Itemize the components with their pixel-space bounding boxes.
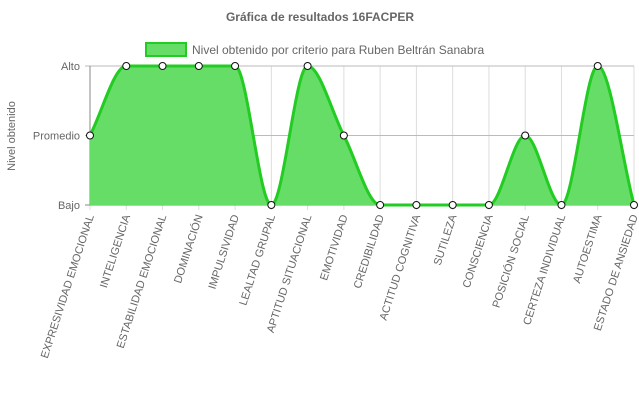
x-tick-label: IMPULSIVIDAD (207, 213, 242, 291)
data-point[interactable] (86, 131, 94, 140)
x-tick-label: AUTOESTIMA (571, 213, 605, 285)
x-tick-label: SUTILEZA (432, 213, 460, 267)
data-point[interactable] (484, 201, 493, 209)
x-tick-label: LEALTAD GRUPAL (237, 213, 278, 307)
data-point[interactable] (521, 131, 530, 140)
x-tick-label: ACTITUD COGNITIVA (378, 213, 424, 322)
data-point[interactable] (122, 62, 131, 70)
x-tick-label: POSICIÓN SOCIAL (490, 213, 532, 309)
y-tick-label: Promedio (33, 131, 80, 143)
data-point[interactable] (630, 201, 638, 209)
legend[interactable]: Nivel obtenido por criterio para Ruben B… (145, 42, 484, 57)
x-axis-ticks: EXPRESIVIDAD EMOCIONAL INTELIGENCIAESTABI… (39, 213, 639, 360)
data-point[interactable] (158, 62, 167, 70)
y-axis-title: Nivel obtenido (6, 101, 18, 171)
data-point[interactable] (303, 62, 312, 70)
y-tick-label: Alto (61, 61, 80, 73)
data-point[interactable] (267, 201, 276, 209)
x-tick-label: CREDIBILIDAD (352, 213, 387, 290)
data-point[interactable] (448, 201, 457, 209)
chart-title: Gráfica de resultados 16FACPER (226, 10, 414, 24)
data-point[interactable] (412, 201, 421, 209)
x-tick-label: EMOTIVIDAD (318, 213, 351, 282)
y-axis-ticks: Bajo Promedio Alto (33, 61, 80, 212)
x-tick-label: CONSCIENCIA (461, 213, 496, 290)
y-tick-label: Bajo (58, 200, 80, 212)
legend-label: Nivel obtenido por criterio para Ruben B… (192, 43, 484, 57)
data-point[interactable] (376, 201, 385, 209)
data-point[interactable] (231, 62, 240, 70)
series-points (86, 62, 638, 209)
x-tick-label: INTELIGENCIA (98, 213, 133, 290)
x-tick-label: CERTEZA INDIVIDUAL (521, 213, 568, 326)
data-point[interactable] (557, 201, 566, 209)
data-point[interactable] (194, 62, 203, 70)
series-area-fill (90, 66, 634, 205)
legend-swatch (145, 42, 187, 57)
x-tick-label: DOMINACIÓN (171, 213, 205, 285)
data-point[interactable] (593, 62, 602, 70)
x-tick-label: EXPRESIVIDAD EMOCIONAL (39, 213, 97, 360)
data-point[interactable] (339, 131, 348, 140)
